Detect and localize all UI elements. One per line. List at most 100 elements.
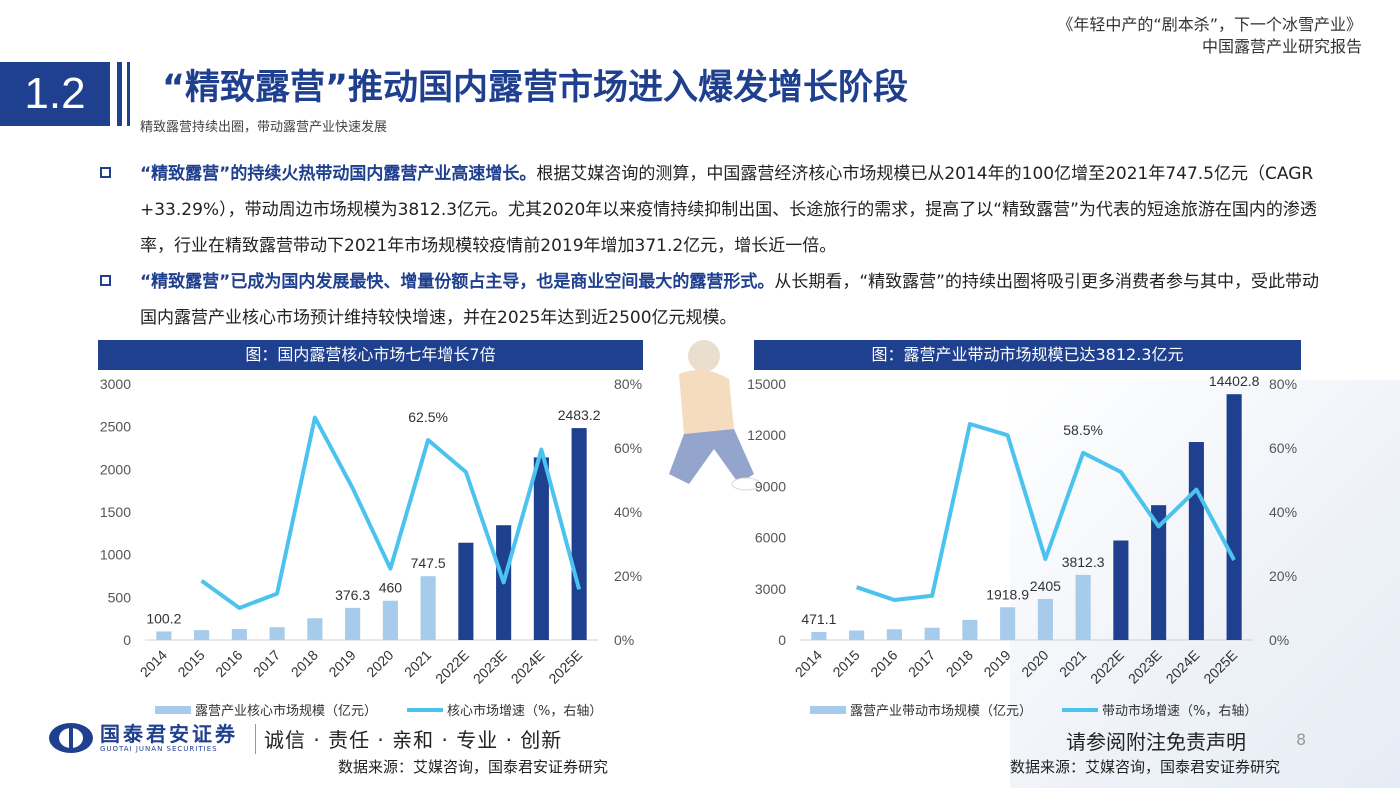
chart1-x-tick: 2025E <box>545 647 585 687</box>
company-logo: 国泰君安证券 GUOTAI JUNAN SECURITIES <box>48 722 238 754</box>
chart2-right-tick: 60% <box>1269 440 1297 456</box>
chart1-x-tick: 2019 <box>325 647 358 680</box>
chart1-left-tick: 2000 <box>100 461 131 477</box>
chart1-x-tick: 2017 <box>250 647 283 680</box>
chart2-left-tick: 3000 <box>755 581 786 597</box>
chart2-bar <box>886 629 902 640</box>
chart2-left-tick: 12000 <box>747 427 786 443</box>
chart2-x-tick: 2019 <box>980 647 1013 680</box>
chart1-right-tick: 40% <box>614 504 642 520</box>
chart2-bar <box>1188 442 1204 640</box>
chart2: 0 3000 6000 9000 12000 15000 0% 20% 40% 60% 80% 471… <box>747 373 1297 719</box>
logo-icon <box>49 723 93 753</box>
chart1-x-tick: 2020 <box>363 647 396 680</box>
chart2-right-tick: 40% <box>1269 504 1297 520</box>
chart1-left-tick: 0 <box>123 632 131 648</box>
runner-illustration <box>669 340 761 491</box>
footer-divider <box>255 724 256 754</box>
bullet-1: “精致露营”的持续火热带动国内露营产业高速增长。根据艾媒咨询的测算，中国露营经济… <box>100 156 1320 264</box>
chart1-growth-label: 62.5% <box>408 409 448 425</box>
chart1-bar-label: 747.5 <box>411 555 446 571</box>
chart2-bar <box>1226 394 1242 640</box>
chart2-bar <box>1000 607 1016 640</box>
report-header: 《年轻中产的“剧本杀”，下一个冰雪产业》 中国露营产业研究报告 <box>1057 14 1362 58</box>
chart1-bar-label: 100.2 <box>146 610 181 626</box>
chart2-bar-label: 2405 <box>1030 578 1061 594</box>
chart2-right-tick: 0% <box>1269 632 1289 648</box>
chart1-legend-line-label: 核心市场增速（%，右轴） <box>447 703 602 719</box>
chart2-x-tick: 2018 <box>943 647 976 680</box>
chart1-bar <box>194 630 210 640</box>
chart1-right-tick: 80% <box>614 376 642 392</box>
chart1-legend-bar-label: 露营产业核心市场规模（亿元） <box>195 703 377 719</box>
chart1-x-tick: 2014 <box>137 647 170 680</box>
chart1-left-tick: 2500 <box>100 419 131 435</box>
chart2-x-tick: 2020 <box>1018 647 1051 680</box>
logo-name-cn: 国泰君安证券 <box>100 722 238 746</box>
chart1-bar-label: 2483.2 <box>558 407 601 423</box>
chart2-x-tick: 2021 <box>1056 647 1089 680</box>
logo-name-en: GUOTAI JUNAN SECURITIES <box>100 745 218 753</box>
chart1-bar <box>420 576 436 640</box>
chart2-bar <box>1037 598 1053 640</box>
chart2-bar <box>849 630 865 640</box>
chart2-legend-line-label: 带动市场增速（%，右轴） <box>1102 703 1257 719</box>
chart2-bar <box>1113 540 1129 640</box>
chart2-left-tick: 15000 <box>747 376 786 392</box>
chart2-legend-bar-label: 露营产业带动市场规模（亿元） <box>850 703 1032 719</box>
chart2-left-tick: 9000 <box>755 478 786 494</box>
bullet-marker <box>100 167 111 178</box>
chart1-left-tick: 1500 <box>100 504 131 520</box>
chart1-bar <box>458 542 474 640</box>
chart2-x-tick: 2025E <box>1200 647 1240 687</box>
chart2-bar <box>1151 505 1167 640</box>
title-accent-bar <box>117 62 122 126</box>
chart1-bar <box>307 618 323 640</box>
chart1-bar <box>156 631 172 640</box>
page-number: 8 <box>1296 730 1307 749</box>
chart2-bar <box>924 627 940 640</box>
chart2-source: 数据来源：艾媒咨询，国泰君安证券研究 <box>1010 758 1281 776</box>
chart1-bar-label: 376.3 <box>335 587 370 603</box>
chart1-right-tick: 0% <box>614 632 634 648</box>
chart1-bar <box>269 627 285 640</box>
page-title: “精致露营”推动国内露营市场进入爆发增长阶段 <box>162 68 909 108</box>
chart1-right-tick: 20% <box>614 568 642 584</box>
chart2-growth-label: 58.5% <box>1063 422 1103 438</box>
bullet-text: 根据艾媒咨询的测算，中国露营经济核心市场规模已从2014年的100亿增至2021… <box>140 164 1317 256</box>
report-subtitle: 中国露营产业研究报告 <box>1201 37 1362 56</box>
chart2-left-tick: 0 <box>778 632 786 648</box>
chart1-bar <box>345 607 361 640</box>
chart1-x-tick: 2023E <box>470 647 510 687</box>
chart2-bar-label: 14402.8 <box>1209 373 1260 389</box>
chart2-growth-line <box>855 422 1236 602</box>
chart1-x-tick: 2015 <box>174 647 207 680</box>
chart2-x-tick: 2022E <box>1087 647 1127 687</box>
chart1-bar <box>571 428 587 640</box>
chart1-bar <box>382 600 398 640</box>
chart2-x-tick: 2014 <box>792 647 825 680</box>
bullet-marker <box>100 275 111 286</box>
chart2-bar <box>811 631 827 640</box>
chart1-bar <box>231 629 247 640</box>
chart2-bar-label: 1918.9 <box>986 586 1029 602</box>
chart1-x-tick: 2021 <box>401 647 434 680</box>
bullet-highlight: “精致露营”已成为国内发展最快、增量份额占主导，也是商业空间最大的露营形式。 <box>140 272 775 292</box>
chart2-bar <box>1075 574 1091 640</box>
chart1-x-tick: 2022E <box>432 647 472 687</box>
section-number: 1.2 <box>0 62 110 126</box>
title-accent-bar-thin <box>127 62 130 126</box>
chart1-left-tick: 1000 <box>100 547 131 563</box>
chart2-legend-bar-swatch <box>810 706 846 714</box>
chart1-right-tick: 60% <box>614 440 642 456</box>
bullet-2: “精致露营”已成为国内发展最快、增量份额占主导，也是商业空间最大的露营形式。从长… <box>100 264 1320 336</box>
chart1-x-tick: 2024E <box>508 647 548 687</box>
disclaimer: 请参阅附注免责声明 <box>1066 730 1246 754</box>
chart1-legend-bar-swatch <box>155 706 191 714</box>
chart2-x-tick: 2015 <box>829 647 862 680</box>
chart1-left-tick: 500 <box>108 589 132 605</box>
chart1-bar-label: 460 <box>379 580 403 596</box>
report-title: 《年轻中产的“剧本杀”，下一个冰雪产业》 <box>1057 15 1362 34</box>
chart2-right-tick: 80% <box>1269 376 1297 392</box>
chart1-x-tick: 2018 <box>288 647 321 680</box>
